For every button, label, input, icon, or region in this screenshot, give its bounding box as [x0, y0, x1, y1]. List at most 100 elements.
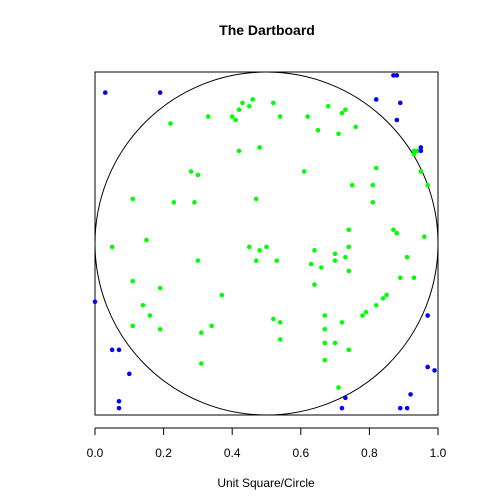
- green-point: [196, 258, 201, 263]
- green-point: [278, 320, 283, 325]
- green-point: [247, 104, 252, 109]
- green-point: [353, 125, 358, 130]
- green-point: [237, 149, 242, 154]
- green-point: [305, 114, 310, 119]
- green-point: [250, 97, 255, 102]
- blue-point: [93, 300, 98, 305]
- blue-point: [127, 372, 132, 377]
- green-point: [172, 200, 177, 205]
- green-point: [130, 324, 135, 329]
- green-point: [257, 145, 262, 150]
- green-point: [333, 251, 338, 256]
- green-point: [230, 114, 235, 119]
- x-tick-label: 1.0: [430, 446, 447, 460]
- green-point: [264, 245, 269, 250]
- x-axis-label: Unit Square/Circle: [217, 476, 315, 490]
- green-point: [141, 303, 146, 308]
- green-point: [374, 166, 379, 171]
- green-point: [374, 303, 379, 308]
- blue-point: [117, 348, 122, 353]
- green-point: [360, 313, 365, 318]
- blue-point: [117, 399, 122, 404]
- green-point: [336, 385, 341, 390]
- green-point: [196, 173, 201, 178]
- green-point: [384, 293, 389, 298]
- green-point: [110, 245, 115, 250]
- green-point: [323, 327, 328, 332]
- green-point: [422, 234, 427, 239]
- green-point: [340, 320, 345, 325]
- green-point: [158, 286, 163, 291]
- green-point: [144, 238, 149, 243]
- green-point: [309, 262, 314, 267]
- green-point: [199, 361, 204, 366]
- green-point: [237, 107, 242, 112]
- green-point: [312, 248, 317, 253]
- blue-point: [405, 406, 410, 411]
- green-point: [254, 258, 259, 263]
- green-point: [326, 104, 331, 109]
- green-point: [206, 114, 211, 119]
- green-point: [347, 245, 352, 250]
- green-point: [381, 296, 386, 301]
- green-point: [247, 245, 252, 250]
- green-point: [347, 269, 352, 274]
- green-point: [130, 197, 135, 202]
- chart-title: The Dartboard: [219, 22, 315, 38]
- green-point: [323, 313, 328, 318]
- green-point: [240, 101, 245, 106]
- x-tick-label: 0.2: [155, 446, 172, 460]
- green-point: [371, 183, 376, 188]
- blue-point: [395, 73, 400, 78]
- blue-point: [117, 406, 122, 411]
- green-point: [278, 337, 283, 342]
- x-tick-label: 0.6: [292, 446, 309, 460]
- blue-point: [395, 118, 400, 123]
- green-point: [148, 313, 153, 318]
- green-point: [209, 324, 214, 329]
- green-point: [395, 231, 400, 236]
- green-point: [398, 276, 403, 281]
- green-point: [336, 131, 341, 136]
- green-point: [271, 101, 276, 106]
- green-point: [347, 348, 352, 353]
- green-point: [419, 169, 424, 174]
- green-point: [391, 227, 396, 232]
- green-point: [323, 358, 328, 363]
- blue-point: [374, 97, 379, 102]
- green-point: [343, 255, 348, 260]
- blue-point: [158, 90, 163, 95]
- green-point: [340, 111, 345, 116]
- blue-point: [110, 348, 115, 353]
- green-point: [274, 258, 279, 263]
- green-point: [371, 200, 376, 205]
- green-point: [350, 183, 355, 188]
- dartboard-circle: [95, 72, 438, 415]
- green-point: [333, 258, 338, 263]
- green-point: [254, 197, 259, 202]
- x-tick-label: 0.0: [87, 446, 104, 460]
- green-point: [158, 327, 163, 332]
- blue-point: [419, 149, 424, 154]
- green-point: [278, 114, 283, 119]
- blue-point: [343, 396, 348, 401]
- green-point: [220, 293, 225, 298]
- blue-point: [432, 368, 437, 373]
- green-point: [316, 128, 321, 133]
- plot-frame: [95, 72, 438, 415]
- blue-point: [425, 365, 430, 370]
- green-point: [425, 183, 430, 188]
- green-point: [233, 118, 238, 123]
- green-point: [347, 227, 352, 232]
- x-ticks: 0.0 0.2 0.4 0.6 0.8 1.0: [87, 428, 447, 460]
- green-point: [323, 341, 328, 346]
- blue-point: [340, 406, 345, 411]
- green-point: [343, 107, 348, 112]
- green-point: [189, 169, 194, 174]
- blue-point: [398, 406, 403, 411]
- blue-point: [398, 101, 403, 106]
- green-point: [312, 282, 317, 287]
- green-point: [364, 310, 369, 315]
- green-point: [168, 121, 173, 126]
- green-point: [271, 317, 276, 322]
